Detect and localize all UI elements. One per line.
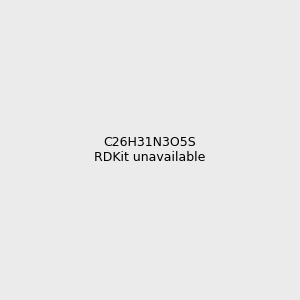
Text: C26H31N3O5S
RDKit unavailable: C26H31N3O5S RDKit unavailable <box>94 136 206 164</box>
